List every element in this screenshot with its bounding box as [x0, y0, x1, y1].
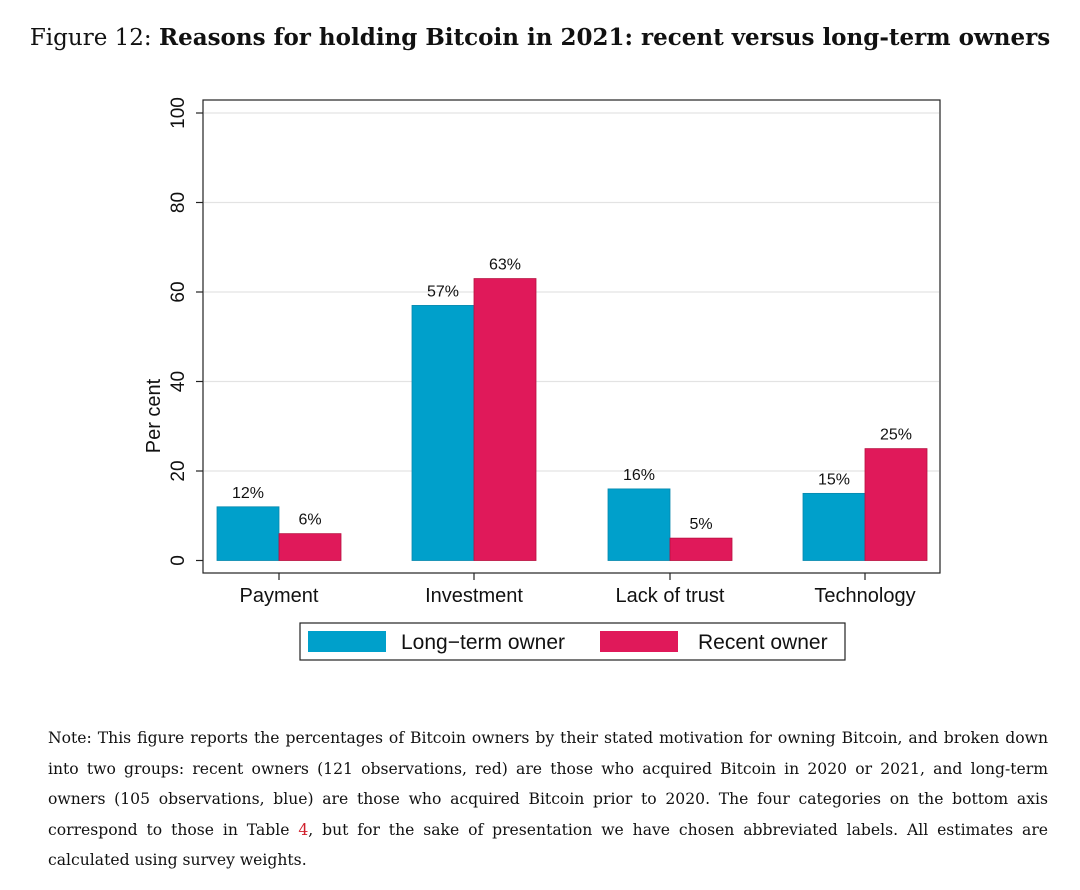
y-tick-label: 20 — [168, 460, 189, 481]
plot-frame — [202, 99, 941, 574]
note-text: Note: This figure reports the percentage… — [48, 729, 1048, 839]
y-tick-label: 60 — [168, 281, 189, 302]
data-label: 6% — [298, 512, 321, 529]
y-axis-label: Per cent — [143, 378, 165, 453]
legend: Long−term owner Recent owner — [299, 622, 846, 661]
legend-box — [299, 622, 846, 661]
table-reference-link[interactable]: 4 — [298, 820, 309, 839]
y-tick-label: 100 — [168, 97, 189, 129]
x-tick-label: Technology — [814, 585, 915, 607]
data-label: 16% — [623, 467, 655, 484]
data-label: 57% — [427, 283, 459, 300]
y-tick-label: 0 — [168, 555, 189, 566]
bar-recent-payment — [278, 533, 342, 561]
legend-label-recent: Recent owner — [698, 631, 828, 654]
data-label: 12% — [232, 485, 264, 502]
figure-caption: Figure 12: Reasons for holding Bitcoin i… — [0, 24, 1080, 51]
data-label: 25% — [880, 427, 912, 444]
bar-long-term-payment — [216, 506, 280, 561]
gridlines — [204, 112, 939, 472]
data-label: 15% — [818, 471, 850, 488]
figure-label: Figure 12: — [29, 25, 152, 51]
data-label: 63% — [489, 257, 521, 274]
bar-long-term-investment — [411, 305, 475, 561]
bar-recent-lack-of-trust — [669, 537, 733, 561]
bar-chart: 12% 57% 16% 15% 6% 63% 5% 25% 0 20 40 60 80 100 Paym… — [143, 97, 941, 661]
legend-swatch-recent — [600, 631, 678, 652]
y-axis: 0 20 40 60 80 100 — [168, 97, 203, 566]
bars — [216, 278, 928, 561]
note-text-end: , but for the sake of presentation we ha… — [48, 820, 1048, 870]
y-tick-label: 40 — [168, 371, 189, 392]
x-axis: Payment Investment Lack of trust Technology — [240, 573, 916, 607]
bar-recent-technology — [864, 448, 928, 561]
bar-recent-investment — [473, 278, 537, 561]
bar-long-term-technology — [802, 492, 866, 561]
x-tick-label: Payment — [240, 585, 319, 607]
legend-swatch-long-term — [308, 631, 386, 652]
y-tick-label: 80 — [168, 192, 189, 213]
figure-note: Note: This figure reports the percentage… — [48, 723, 1048, 876]
data-labels: 12% 57% 16% 15% 6% 63% 5% 25% — [232, 257, 912, 534]
x-tick-label: Investment — [425, 585, 523, 607]
data-label: 5% — [689, 516, 712, 533]
x-tick-label: Lack of trust — [616, 585, 725, 607]
legend-label-long-term: Long−term owner — [401, 631, 565, 654]
bar-long-term-lack-of-trust — [607, 488, 671, 561]
figure-title: Reasons for holding Bitcoin in 2021: rec… — [158, 24, 1051, 51]
